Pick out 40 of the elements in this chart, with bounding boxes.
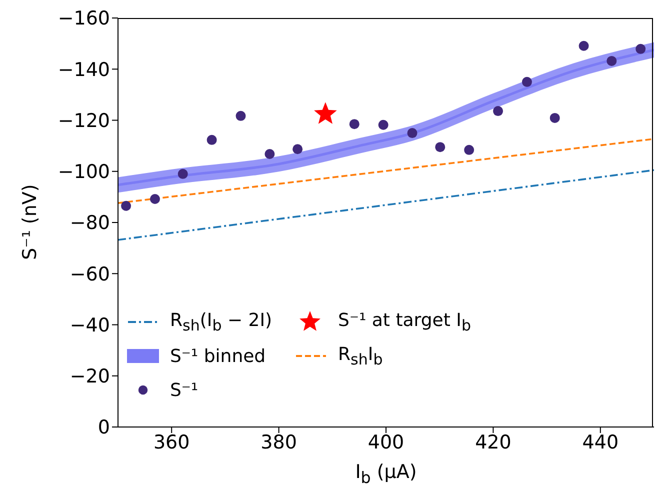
point	[178, 168, 188, 179]
legend-label: S⁻¹ at target I$_{b}$	[338, 310, 471, 334]
y-tick-label: −100	[58, 161, 110, 184]
point	[121, 200, 132, 211]
y-tick-label: −40	[70, 314, 110, 336]
point	[606, 56, 617, 66]
point	[550, 112, 560, 123]
x-axis-title: I$_{b}$ (μA)	[354, 461, 418, 487]
point	[464, 144, 474, 155]
y-tick-label: −60	[70, 263, 110, 286]
y-tick-label: 0	[98, 416, 110, 439]
legend-label: S⁻¹ binned	[170, 346, 266, 366]
x-tick-label: 380	[260, 431, 297, 454]
point	[150, 194, 160, 204]
legend-label: R$_{sh}$I$_{b}$	[338, 344, 383, 368]
y-tick-label: −160	[58, 8, 110, 30]
y-tick-label: −20	[70, 366, 110, 388]
x-tick-label: 420	[475, 431, 512, 454]
point	[236, 110, 246, 121]
y-tick-label: −120	[58, 110, 110, 132]
y-axis-title: S⁻¹ (nV)	[19, 182, 41, 262]
point	[292, 144, 303, 154]
point	[264, 148, 275, 159]
x-tick-label: 360	[153, 431, 190, 454]
point	[407, 128, 418, 138]
legend-label: S⁻¹	[170, 380, 198, 400]
point	[578, 40, 589, 51]
point	[522, 76, 532, 87]
point	[349, 119, 360, 130]
point	[435, 142, 446, 152]
x-tick-label: 400	[368, 431, 404, 454]
y-tick-label: −80	[70, 212, 110, 234]
point	[493, 106, 504, 116]
legend-label: R$_{sh}$(I$_{b}$ − 2I)	[170, 310, 272, 334]
point	[314, 102, 337, 124]
point	[378, 120, 388, 130]
x-tick-label: 440	[582, 431, 619, 454]
point	[636, 44, 646, 54]
point	[206, 134, 217, 145]
y-tick-label: −140	[58, 58, 110, 81]
